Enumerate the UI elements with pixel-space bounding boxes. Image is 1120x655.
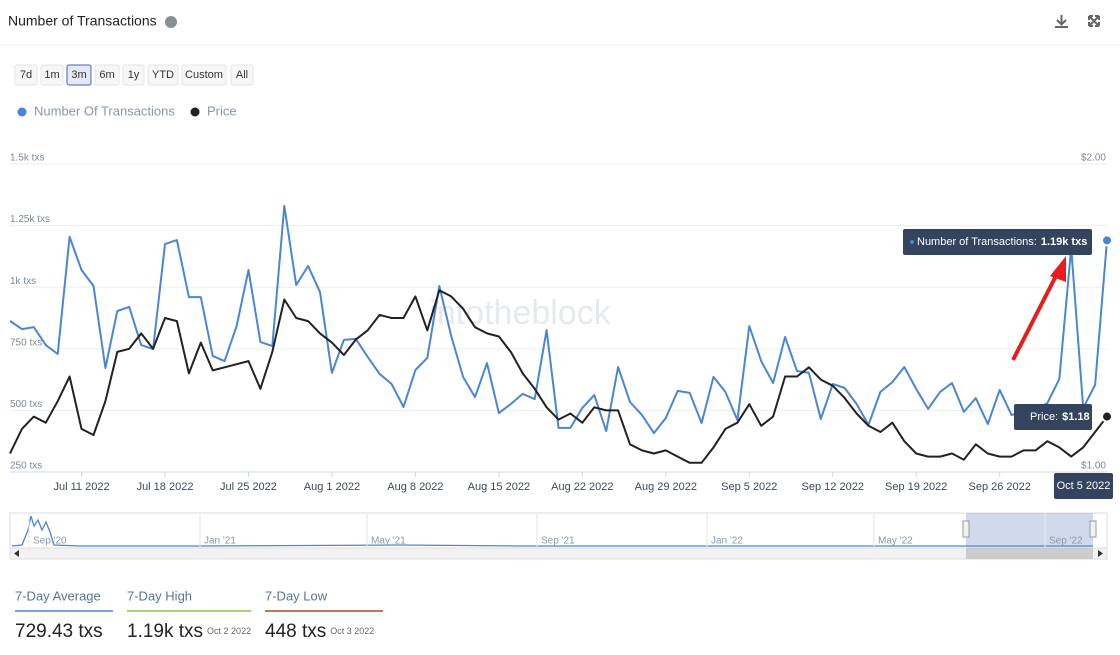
range-label: 1y [128, 69, 140, 81]
navigator-label: Sep '20 [33, 536, 67, 547]
x-tick-label: Sep 12 2022 [802, 481, 864, 493]
range-label: 3m [71, 69, 86, 81]
range-button[interactable] [122, 64, 145, 86]
range-button[interactable] [230, 64, 254, 86]
stat-date: Oct 2 2022 [207, 626, 251, 636]
scroll-right[interactable] [1098, 550, 1103, 557]
tooltip-text: Price: $1.18 [1030, 411, 1090, 423]
legend: Number Of Transactions Price [17, 103, 237, 118]
range-label: YTD [152, 69, 174, 81]
x-tick-label: Jul 25 2022 [220, 481, 277, 493]
y-tick-label: 1.25k txs [10, 214, 50, 225]
range-button[interactable] [40, 64, 64, 86]
annotation-arrowhead [1050, 256, 1066, 282]
legend-marker [17, 107, 27, 117]
fullscreen-icon[interactable] [1088, 15, 1100, 27]
tooltip-text: Number of Transactions: 1.19k txs [917, 236, 1087, 248]
x-tick-label: Sep 5 2022 [721, 481, 777, 493]
stat-label: 7-Day Low [265, 588, 328, 603]
navigator-line [11, 515, 1093, 547]
range-button[interactable] [66, 64, 92, 86]
download-icon[interactable] [1055, 15, 1068, 28]
header-title: Number of Transactions [8, 13, 157, 29]
tooltip-label: Number of Transactions: [917, 236, 1037, 248]
tooltip-label: Price: [1030, 411, 1058, 423]
y-tick-label: 1.5k txs [10, 153, 44, 164]
legend-label[interactable]: Price [207, 103, 237, 118]
y-tick-label: 500 txs [10, 399, 42, 410]
legend-label[interactable]: Number Of Transactions [34, 103, 175, 118]
series-line [9, 204, 1108, 435]
tooltip-dot [910, 240, 914, 244]
stat-value: 448 txs Oct 3 2022 [265, 621, 374, 642]
help-icon[interactable] [165, 16, 177, 28]
hover-marker [1101, 410, 1113, 423]
x-tick-label: Aug 15 2022 [468, 481, 530, 493]
range-button[interactable] [14, 64, 38, 86]
range-buttons: 7d 1m 3m 6m 1y YTD Custom All [14, 64, 254, 86]
navigator-selection[interactable] [966, 513, 1093, 548]
watermark: intotheblock [429, 294, 611, 332]
x-tick-label: Sep 19 2022 [885, 481, 947, 493]
y-tick-label: 1k txs [10, 276, 36, 287]
navigator: Sep '20 Jan '21 May '21 Sep '21 Jan '22 May '… [9, 512, 1108, 560]
x-tick-label: Sep 26 2022 [968, 481, 1030, 493]
x-tick-label: Aug 8 2022 [387, 481, 443, 493]
y-tick-label: 750 txs [10, 337, 42, 348]
stat-label: 7-Day Average [15, 588, 101, 603]
legend-marker [190, 107, 200, 117]
scrollbar-track[interactable] [9, 547, 1108, 560]
range-button[interactable] [94, 64, 120, 86]
x-tick-label: Aug 1 2022 [304, 481, 360, 493]
range-label: Custom [185, 69, 223, 81]
x-tick-label: Aug 29 2022 [635, 481, 697, 493]
range-label: All [236, 69, 248, 81]
plot: 250 txs 500 txs 750 txs 1k txs 1.25k txs 1.5k… [9, 153, 1113, 499]
stat-value: 1.19k txs Oct 2 2022 [127, 621, 251, 642]
scroll-left[interactable] [14, 550, 19, 557]
stat-value: 729.43 txs [15, 621, 103, 642]
hover-marker [1101, 234, 1113, 247]
navigator-label: Jan '22 [711, 536, 743, 547]
tooltip [1014, 404, 1092, 430]
stat-number: 729.43 txs [15, 621, 103, 642]
navigator-handle[interactable] [962, 520, 970, 538]
annotation-arrow [1011, 267, 1062, 361]
stat-date: Oct 3 2022 [330, 626, 374, 636]
range-label: 7d [20, 69, 32, 81]
x-tick-label: Aug 22 2022 [551, 481, 613, 493]
navigator-label: May '22 [878, 536, 913, 547]
y2-tick-label: $1.00 [1081, 461, 1106, 472]
tooltip-value: 1.19k txs [1041, 236, 1087, 248]
stats: 7-Day Average 729.43 txs 7-Day High 1.19k t… [15, 588, 383, 642]
stat-number: 1.19k txs [127, 621, 203, 642]
navigator-label: Jan '21 [204, 536, 236, 547]
range-label: 6m [99, 69, 114, 81]
x-tick-label: Jul 11 2022 [54, 481, 110, 493]
navigator-frame [9, 512, 1108, 549]
y-tick-label: 250 txs [10, 461, 42, 472]
navigator-label: Sep '22 [1049, 536, 1083, 547]
navigator-label: May '21 [371, 536, 406, 547]
range-button[interactable] [147, 64, 179, 86]
stat-label: 7-Day High [127, 588, 192, 603]
range-label: 1m [44, 69, 59, 81]
x-tick-label: Jul 18 2022 [137, 481, 194, 493]
range-button[interactable] [181, 64, 227, 86]
x-tooltip-text: Oct 5 2022 [1057, 480, 1111, 492]
y2-tick-label: $2.00 [1081, 153, 1106, 164]
scrollbar-thumb[interactable] [966, 548, 1093, 559]
series-line [9, 289, 1108, 464]
tooltip-value: $1.18 [1062, 411, 1090, 423]
navigator-handle[interactable] [1089, 520, 1097, 538]
stat-number: 448 txs [265, 621, 326, 642]
navigator-label: Sep '21 [541, 536, 575, 547]
x-tooltip [1054, 473, 1113, 499]
tooltip [903, 229, 1092, 255]
